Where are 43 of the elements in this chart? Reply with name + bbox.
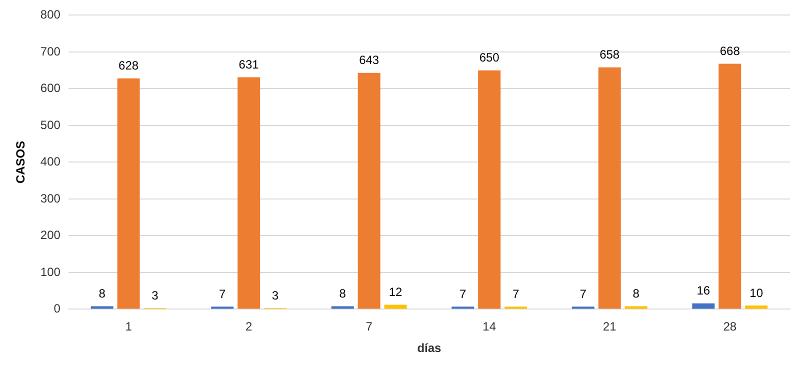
x-tick-label: 14: [482, 320, 496, 334]
y-tick-label: 700: [40, 44, 61, 58]
x-tick-label: 7: [366, 320, 373, 334]
y-tick-label: 800: [40, 8, 61, 22]
bar: [238, 77, 260, 309]
bar: [692, 303, 715, 309]
data-label: 8: [98, 286, 106, 301]
y-tick-label: 500: [40, 118, 61, 132]
y-tick-label: 400: [40, 154, 61, 169]
data-label: 650: [479, 50, 500, 65]
bar: [478, 70, 501, 309]
data-label: 7: [219, 286, 226, 301]
x-tick-label: 1: [125, 320, 132, 334]
data-label: 3: [152, 288, 159, 302]
bar: [358, 72, 380, 309]
y-tick-label: 0: [54, 302, 61, 316]
bar: [117, 78, 140, 309]
bar: [718, 64, 742, 309]
y-axis-title: CASOS: [14, 140, 28, 184]
bar: [745, 306, 768, 309]
data-label: 7: [580, 286, 587, 301]
data-label: 7: [460, 286, 467, 301]
y-tick-label: 300: [40, 191, 61, 206]
data-label: 628: [118, 58, 139, 73]
data-label: 8: [339, 286, 346, 301]
data-label: 16: [696, 284, 710, 298]
data-label: 631: [238, 58, 260, 72]
data-label: 10: [750, 286, 764, 300]
bar: [598, 67, 621, 309]
y-tick-label: 100: [40, 264, 61, 279]
x-tick-label: 21: [602, 320, 617, 334]
data-label: 658: [600, 48, 620, 62]
x-axis-title: días: [417, 341, 442, 356]
data-label: 8: [632, 286, 640, 301]
x-tick-label: 2: [245, 320, 252, 334]
data-label: 3: [272, 288, 279, 302]
x-tick-label: 28: [723, 320, 737, 334]
data-label: 12: [388, 285, 403, 300]
data-label: 643: [359, 53, 380, 68]
y-tick-label: 600: [40, 81, 61, 96]
data-label: 668: [720, 44, 740, 58]
y-tick-label: 200: [40, 228, 61, 242]
data-label: 7: [512, 286, 520, 301]
